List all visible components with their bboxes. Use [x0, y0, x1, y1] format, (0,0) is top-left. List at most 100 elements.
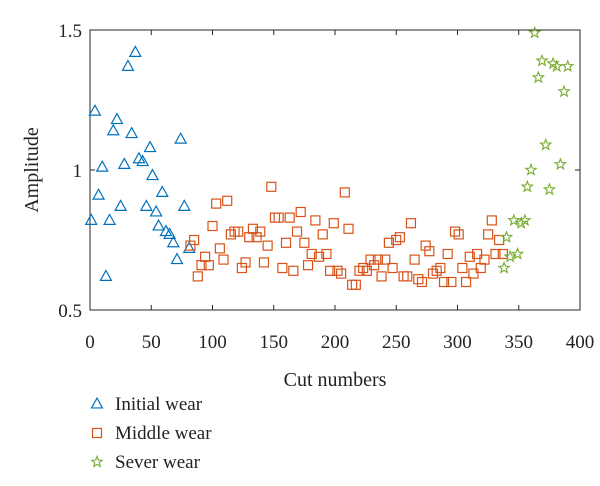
triangle-point — [128, 45, 142, 57]
square-point — [398, 271, 409, 282]
square-point — [361, 265, 372, 276]
square-point — [387, 262, 398, 274]
x-tick-label: 250 — [382, 332, 411, 353]
square-point — [409, 254, 420, 265]
triangle-point — [117, 157, 131, 169]
square-point — [185, 240, 196, 251]
square-point — [380, 254, 391, 265]
square-point — [446, 276, 457, 288]
x-axis-title: Cut numbers — [284, 369, 387, 391]
square-point — [262, 240, 273, 251]
x-tick-labels: 0 50 100 150 200 250 300 350 400 — [85, 332, 594, 353]
square-point — [328, 218, 339, 229]
star-point — [510, 246, 525, 260]
star-point — [553, 157, 568, 171]
triangle-point — [99, 269, 113, 281]
square-point — [490, 248, 501, 260]
square-point — [442, 248, 453, 260]
star-point — [538, 137, 553, 151]
square-point — [247, 223, 259, 234]
square-point — [354, 265, 365, 276]
star-point — [561, 59, 575, 73]
data-points — [84, 25, 575, 290]
y-tick-label: 1 — [73, 161, 83, 182]
square-point — [266, 181, 277, 192]
triangle-point — [149, 204, 163, 217]
triangle-point — [121, 59, 135, 71]
square-point — [402, 271, 413, 282]
square-point — [431, 265, 442, 276]
square-point — [424, 246, 435, 257]
square-point — [288, 265, 299, 276]
square-point — [251, 232, 262, 243]
square-point — [405, 218, 417, 229]
triangle-point — [95, 160, 109, 172]
square-point — [273, 212, 284, 223]
square-point — [214, 243, 225, 254]
square-point — [291, 226, 303, 237]
square-point — [416, 276, 428, 288]
x-tick-label: 400 — [566, 332, 595, 353]
square-point — [372, 254, 383, 265]
star-point — [524, 162, 538, 176]
legend-square-symbol — [91, 427, 103, 439]
square-point — [336, 268, 347, 279]
y-tick-label: 0.5 — [58, 301, 82, 322]
triangle-point — [163, 227, 177, 239]
legend-item-middle-wear: Middle wear — [91, 423, 212, 444]
x-tick-label: 150 — [260, 332, 289, 353]
square-point — [222, 195, 233, 206]
square-point — [460, 276, 472, 288]
triangle-point — [136, 154, 150, 167]
square-point — [468, 268, 479, 279]
star-point — [535, 53, 549, 67]
star-point — [542, 182, 557, 196]
y-axis-title: Amplitude — [21, 127, 43, 213]
triangle-point — [170, 252, 184, 265]
square-point — [486, 215, 497, 226]
square-point — [497, 248, 508, 260]
triangle-point — [84, 213, 98, 225]
star-point — [549, 59, 564, 73]
square-point — [280, 237, 292, 248]
square-point — [313, 251, 325, 262]
star-point — [499, 230, 514, 243]
x-tick-label: 0 — [85, 332, 95, 353]
square-point — [229, 226, 240, 237]
star-point — [531, 70, 546, 84]
x-tick-label: 100 — [198, 332, 227, 353]
star-point — [527, 25, 542, 39]
triangle-point — [174, 132, 188, 144]
square-point — [347, 279, 358, 290]
square-point — [240, 257, 251, 268]
square-point — [457, 262, 468, 274]
triangle-point — [114, 199, 128, 211]
legend-label: Sever wear — [115, 452, 201, 473]
square-point — [317, 229, 328, 240]
square-point — [225, 229, 236, 240]
square-point — [453, 229, 464, 240]
square-point — [255, 226, 266, 237]
square-point — [472, 248, 483, 260]
square-point — [483, 229, 494, 240]
square-point — [192, 271, 203, 282]
square-point — [369, 260, 380, 271]
square-point — [244, 232, 255, 243]
square-point — [475, 262, 486, 274]
square-point — [350, 279, 361, 290]
y-tick-labels: 0.5 1 1.5 — [58, 21, 82, 322]
square-point — [343, 223, 354, 234]
legend-label: Middle wear — [115, 423, 212, 444]
legend: Initial wear Middle wear Sever wear — [90, 394, 212, 473]
square-point — [310, 215, 321, 226]
axis-ticks — [89, 29, 581, 311]
square-point — [295, 206, 306, 218]
square-point — [299, 237, 310, 248]
legend-marker-triangle — [90, 396, 104, 409]
square-point — [339, 187, 350, 198]
triangle-point — [88, 104, 102, 116]
square-point — [449, 226, 461, 237]
triangle-point — [166, 235, 180, 248]
square-point — [413, 274, 424, 285]
